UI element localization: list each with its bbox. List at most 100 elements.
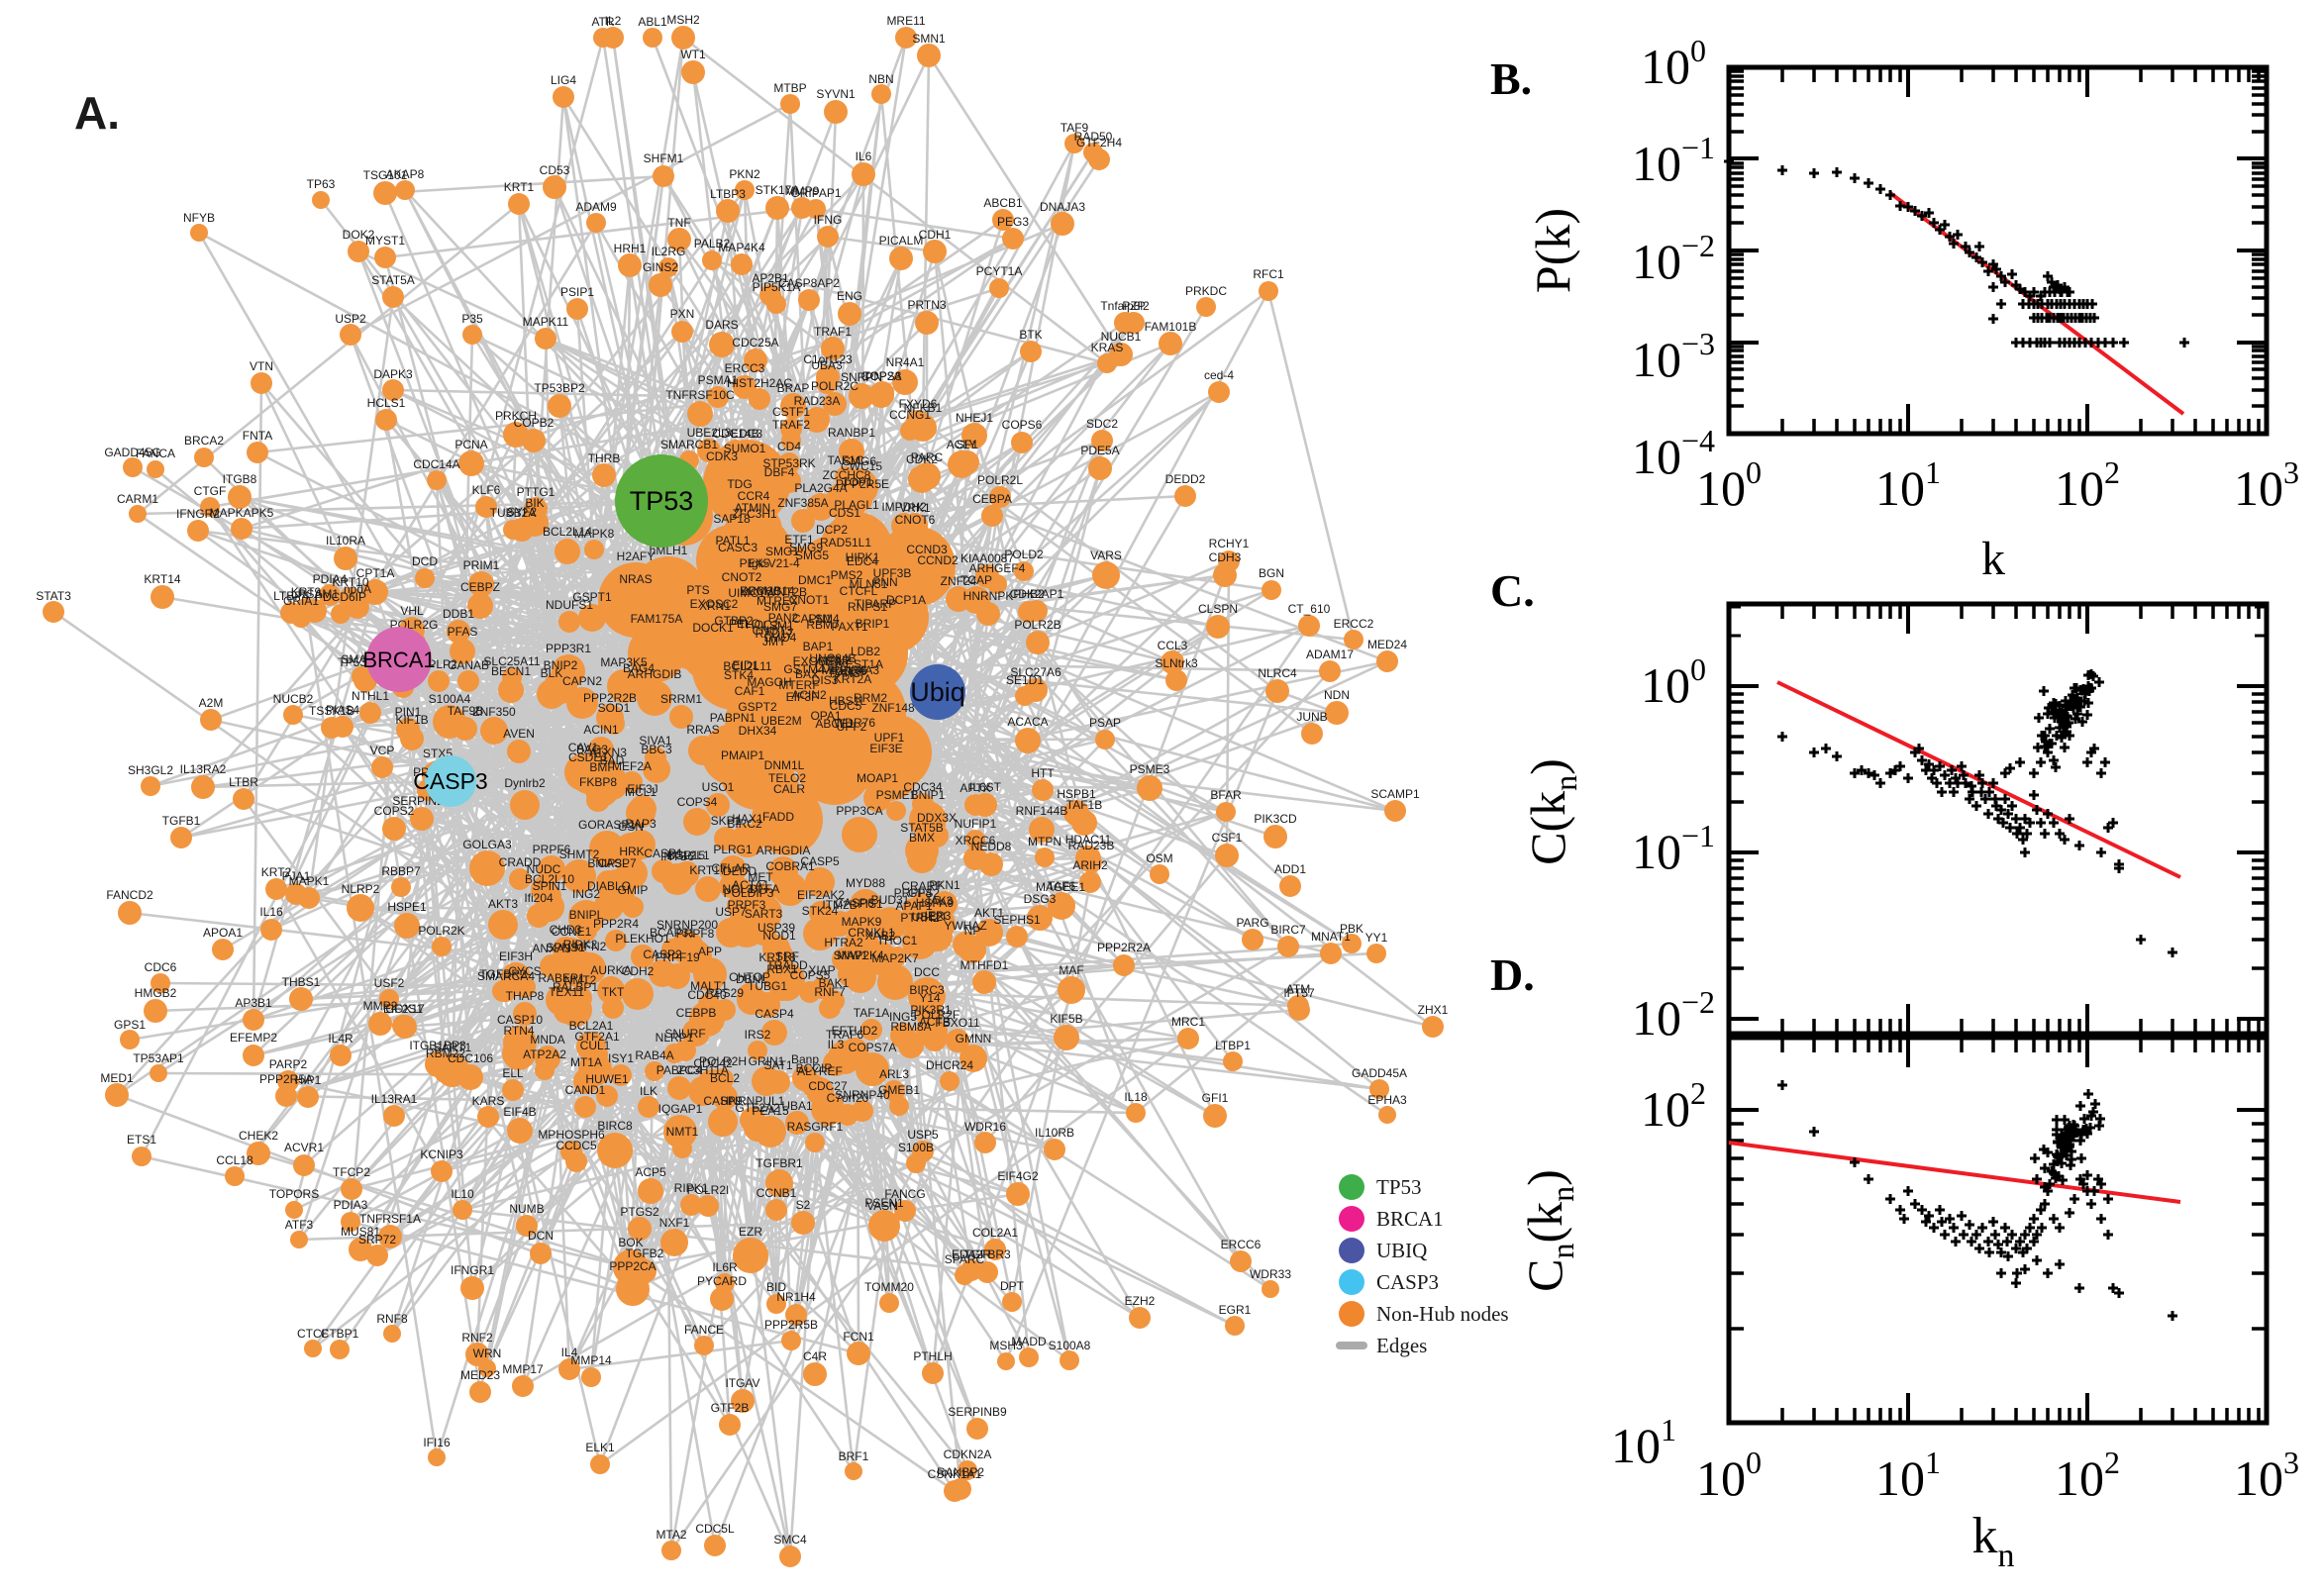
svg-text:DAPK3: DAPK3 bbox=[373, 367, 413, 381]
svg-text:DHCR24: DHCR24 bbox=[926, 1058, 973, 1072]
svg-text:CASP3: CASP3 bbox=[1376, 1270, 1439, 1294]
svg-text:SMARCB1: SMARCB1 bbox=[660, 438, 718, 451]
svg-text:EFTUD2: EFTUD2 bbox=[832, 1024, 878, 1038]
svg-text:RANBP1: RANBP1 bbox=[828, 426, 875, 440]
svg-text:COPS7A: COPS7A bbox=[849, 1041, 897, 1054]
svg-text:LTBP1: LTBP1 bbox=[1215, 1039, 1251, 1052]
svg-text:C.: C. bbox=[1490, 565, 1535, 616]
svg-text:RNF8: RNF8 bbox=[376, 1312, 408, 1326]
svg-text:TSG101: TSG101 bbox=[363, 168, 408, 182]
svg-text:DNM1L: DNM1L bbox=[764, 758, 805, 772]
svg-text:IL13RA2: IL13RA2 bbox=[180, 762, 227, 776]
svg-text:NRAS: NRAS bbox=[619, 572, 652, 586]
svg-text:MTA2: MTA2 bbox=[656, 1528, 686, 1542]
svg-text:CAPN2: CAPN2 bbox=[562, 674, 602, 688]
svg-text:CYCS: CYCS bbox=[508, 964, 541, 978]
svg-text:SERPINB9: SERPINB9 bbox=[948, 1405, 1007, 1419]
svg-text:PFAS: PFAS bbox=[448, 625, 478, 639]
svg-text:IL4R: IL4R bbox=[328, 1032, 354, 1046]
svg-text:PRPF4: PRPF4 bbox=[894, 886, 933, 900]
svg-text:ARL3: ARL3 bbox=[879, 1067, 909, 1081]
svg-text:BBC3: BBC3 bbox=[641, 743, 672, 756]
svg-text:IL10RB: IL10RB bbox=[1035, 1126, 1074, 1140]
svg-text:CCND3: CCND3 bbox=[906, 543, 948, 556]
svg-text:PTHLH: PTHLH bbox=[913, 1349, 952, 1363]
svg-text:CPT1A: CPT1A bbox=[356, 566, 395, 580]
svg-text:Y14: Y14 bbox=[919, 991, 941, 1005]
svg-text:BRF1: BRF1 bbox=[839, 1449, 869, 1463]
svg-text:ELL: ELL bbox=[502, 1066, 524, 1080]
svg-text:PRIM1: PRIM1 bbox=[463, 558, 500, 572]
svg-text:SDC2: SDC2 bbox=[1086, 417, 1118, 431]
svg-text:EIF4G2: EIF4G2 bbox=[997, 1169, 1039, 1183]
svg-text:PRKDC: PRKDC bbox=[1185, 284, 1227, 298]
svg-text:ZC3H11A: ZC3H11A bbox=[677, 1063, 729, 1077]
svg-text:AKT1: AKT1 bbox=[974, 906, 1004, 920]
svg-text:NFKB1: NFKB1 bbox=[904, 401, 943, 415]
svg-text:KRT14: KRT14 bbox=[144, 572, 180, 586]
svg-text:PCNA: PCNA bbox=[454, 438, 487, 451]
svg-text:PPP3R1: PPP3R1 bbox=[546, 642, 591, 655]
svg-text:MAP4K4: MAP4K4 bbox=[718, 241, 765, 254]
svg-text:BNIPL: BNIPL bbox=[569, 908, 604, 922]
svg-text:PICALM: PICALM bbox=[879, 234, 924, 248]
svg-text:TRAF2: TRAF2 bbox=[772, 418, 810, 432]
svg-text:NXF1: NXF1 bbox=[659, 1216, 690, 1230]
svg-text:SNRNP200: SNRNP200 bbox=[656, 918, 718, 932]
svg-text:NR4A1: NR4A1 bbox=[886, 355, 925, 369]
svg-text:PIK3CD: PIK3CD bbox=[1254, 812, 1297, 826]
svg-text:UBIQ: UBIQ bbox=[1376, 1239, 1427, 1262]
svg-text:TFCP2: TFCP2 bbox=[333, 1165, 370, 1179]
svg-text:PEG3: PEG3 bbox=[997, 215, 1029, 229]
svg-text:TOP2A: TOP2A bbox=[862, 369, 901, 383]
svg-text:POLR2K: POLR2K bbox=[418, 924, 464, 938]
svg-text:RBM8A: RBM8A bbox=[890, 1020, 931, 1034]
svg-text:LTBR: LTBR bbox=[229, 775, 258, 789]
svg-text:RIPK1: RIPK1 bbox=[674, 1181, 709, 1195]
svg-text:KRT17: KRT17 bbox=[689, 863, 726, 877]
svg-text:STK24: STK24 bbox=[802, 904, 839, 918]
svg-text:CARM1: CARM1 bbox=[117, 492, 158, 506]
svg-text:NLRC4: NLRC4 bbox=[1258, 666, 1297, 680]
svg-text:IL6R: IL6R bbox=[712, 1260, 738, 1274]
svg-text:PXN: PXN bbox=[670, 307, 695, 321]
svg-text:NLRP2: NLRP2 bbox=[342, 882, 380, 896]
svg-text:PARG: PARG bbox=[1236, 916, 1268, 930]
svg-text:IL2: IL2 bbox=[605, 14, 622, 28]
svg-text:Ifi204: Ifi204 bbox=[524, 891, 554, 905]
svg-text:PTRH2: PTRH2 bbox=[900, 911, 940, 925]
svg-text:MTBP: MTBP bbox=[773, 81, 806, 95]
svg-text:CCL3: CCL3 bbox=[1158, 639, 1188, 652]
svg-text:CTGF: CTGF bbox=[194, 484, 227, 498]
svg-text:COL2A1: COL2A1 bbox=[972, 1226, 1018, 1240]
svg-text:BRCA1: BRCA1 bbox=[1376, 1207, 1444, 1231]
svg-text:CAF1: CAF1 bbox=[735, 684, 765, 698]
svg-text:CDS1: CDS1 bbox=[829, 506, 860, 520]
svg-text:TELO2: TELO2 bbox=[768, 771, 806, 785]
svg-text:TNFRSF1A: TNFRSF1A bbox=[359, 1212, 421, 1226]
svg-text:C(kn): C(kn) bbox=[1520, 758, 1583, 865]
svg-text:PEA15: PEA15 bbox=[752, 1104, 789, 1118]
svg-text:ACP5: ACP5 bbox=[635, 1165, 666, 1179]
svg-text:EZH2: EZH2 bbox=[1125, 1294, 1156, 1308]
svg-text:C4R: C4R bbox=[803, 1349, 827, 1363]
svg-text:CASP8AP2: CASP8AP2 bbox=[778, 276, 840, 290]
svg-text:THRB: THRB bbox=[588, 451, 621, 465]
svg-text:CDC14A: CDC14A bbox=[413, 457, 459, 471]
svg-text:TP63: TP63 bbox=[307, 177, 336, 191]
svg-text:A.: A. bbox=[74, 87, 120, 139]
svg-text:CCL18: CCL18 bbox=[216, 1153, 253, 1167]
svg-text:CSNK1A1: CSNK1A1 bbox=[928, 1467, 982, 1481]
svg-text:ITGB8: ITGB8 bbox=[223, 472, 257, 486]
svg-text:RRAS: RRAS bbox=[686, 723, 719, 737]
svg-text:COPS6: COPS6 bbox=[1002, 418, 1043, 432]
svg-text:RCHY1: RCHY1 bbox=[1209, 537, 1250, 550]
svg-text:RNF144B: RNF144B bbox=[1016, 804, 1068, 818]
svg-text:BCL2A1: BCL2A1 bbox=[569, 1019, 614, 1033]
svg-text:RAD51L1: RAD51L1 bbox=[820, 536, 871, 549]
svg-text:BFAR: BFAR bbox=[1210, 788, 1242, 802]
svg-text:S100A4: S100A4 bbox=[429, 692, 471, 706]
svg-text:ACLY: ACLY bbox=[947, 438, 976, 451]
svg-text:RASGRF1: RASGRF1 bbox=[787, 1120, 844, 1134]
svg-text:HDAC11: HDAC11 bbox=[1065, 833, 1112, 847]
